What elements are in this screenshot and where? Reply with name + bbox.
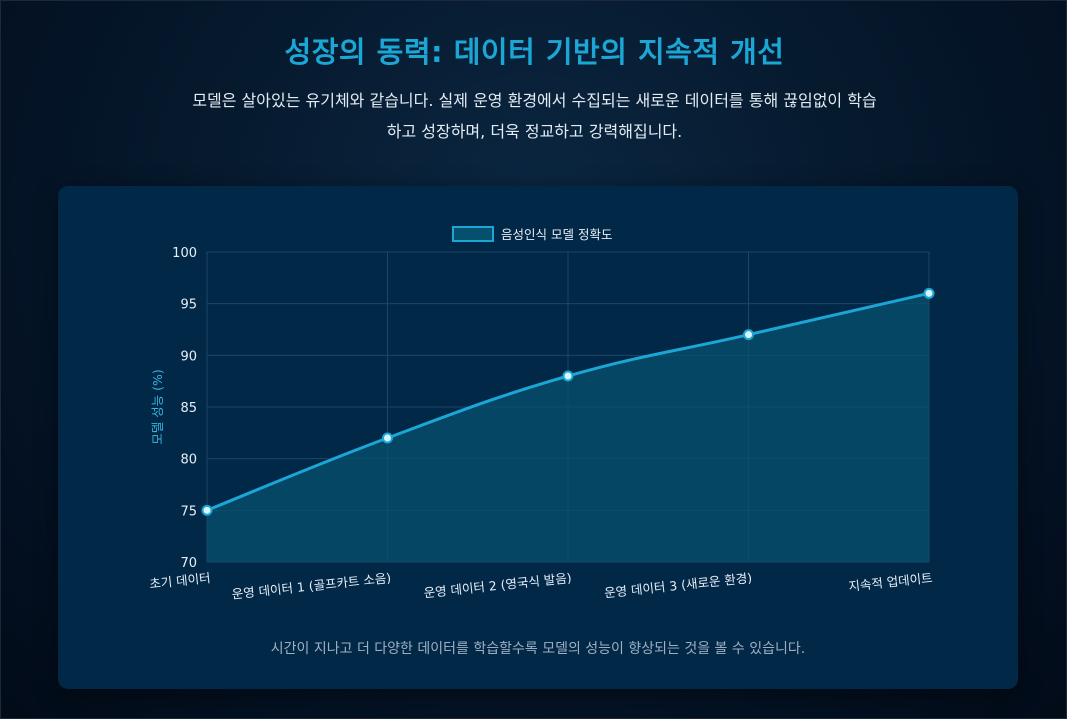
y-tick-label: 70 bbox=[180, 556, 197, 571]
x-tick-label: 운영 데이터 1 (골프카트 소음) bbox=[231, 570, 392, 602]
subtitle-line-1: 모델은 살아있는 유기체와 같습니다. 실제 운영 환경에서 수집되는 새로운 … bbox=[192, 91, 877, 110]
x-tick-label: 운영 데이터 2 (영국식 발음) bbox=[423, 570, 572, 600]
chart-caption: 시간이 지나고 더 다양한 데이터를 학습할수록 모델의 성능이 향상되는 것을… bbox=[270, 641, 806, 657]
x-tick-label: 초기 데이터 bbox=[149, 570, 212, 591]
data-point bbox=[382, 432, 393, 444]
legend-swatch bbox=[452, 226, 494, 242]
data-point bbox=[743, 329, 754, 341]
y-tick-label: 80 bbox=[180, 453, 197, 468]
accuracy-chart: 70 75 80 85 90 95 100 초기 데이터 운영 데이터 1 (골프카트 소음)… bbox=[149, 226, 935, 602]
data-point bbox=[923, 287, 935, 299]
legend: 음성인식 모델 정확도 bbox=[452, 226, 612, 242]
series-area bbox=[207, 293, 929, 562]
page-title: 성장의 동력: 데이터 기반의 지속적 개선 bbox=[284, 35, 785, 69]
subtitle-line-2: 하고 성장하며, 더욱 정교하고 강력해집니다. bbox=[386, 122, 683, 141]
y-tick-label: 85 bbox=[180, 401, 197, 416]
page-subtitle: 모델은 살아있는 유기체와 같습니다. 실제 운영 환경에서 수집되는 새로운 … bbox=[131, 85, 938, 147]
legend-label: 음성인식 모델 정확도 bbox=[501, 227, 612, 242]
x-tick-label: 지속적 업데이트 bbox=[848, 570, 934, 594]
y-tick-label: 75 bbox=[180, 504, 197, 519]
y-axis-label: 모델 성능 (%) bbox=[150, 369, 165, 445]
data-point bbox=[562, 370, 574, 382]
chart-card: 70 75 80 85 90 95 100 초기 데이터 운영 데이터 1 (골프카트 소음)… bbox=[58, 186, 1018, 689]
data-point bbox=[201, 504, 213, 516]
y-tick-label: 90 bbox=[180, 349, 197, 364]
y-tick-label: 100 bbox=[172, 246, 197, 261]
y-tick-label: 95 bbox=[180, 298, 197, 313]
x-tick-label: 운영 데이터 3 (새로운 환경) bbox=[603, 570, 752, 600]
